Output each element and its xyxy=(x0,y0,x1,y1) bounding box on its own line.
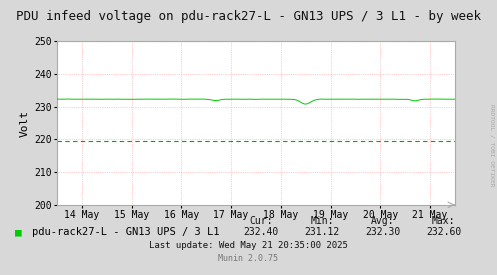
Text: Cur:: Cur: xyxy=(249,216,273,226)
Text: PDU infeed voltage on pdu-rack27-L - GN13 UPS / 3 L1 - by week: PDU infeed voltage on pdu-rack27-L - GN1… xyxy=(16,10,481,23)
Text: Munin 2.0.75: Munin 2.0.75 xyxy=(219,254,278,263)
Text: 232.30: 232.30 xyxy=(365,227,400,237)
Y-axis label: Volt: Volt xyxy=(20,109,30,137)
Text: Avg:: Avg: xyxy=(371,216,395,226)
Text: Min:: Min: xyxy=(310,216,334,226)
Text: ■: ■ xyxy=(15,227,22,237)
Text: Last update: Wed May 21 20:35:00 2025: Last update: Wed May 21 20:35:00 2025 xyxy=(149,241,348,250)
Text: 232.40: 232.40 xyxy=(244,227,278,237)
Text: pdu-rack27-L - GN13 UPS / 3 L1: pdu-rack27-L - GN13 UPS / 3 L1 xyxy=(32,227,220,237)
Text: 232.60: 232.60 xyxy=(426,227,461,237)
Text: 231.12: 231.12 xyxy=(305,227,339,237)
Text: Max:: Max: xyxy=(432,216,456,226)
Text: RRDTOOL / TOBI OETIKER: RRDTOOL / TOBI OETIKER xyxy=(490,104,495,187)
